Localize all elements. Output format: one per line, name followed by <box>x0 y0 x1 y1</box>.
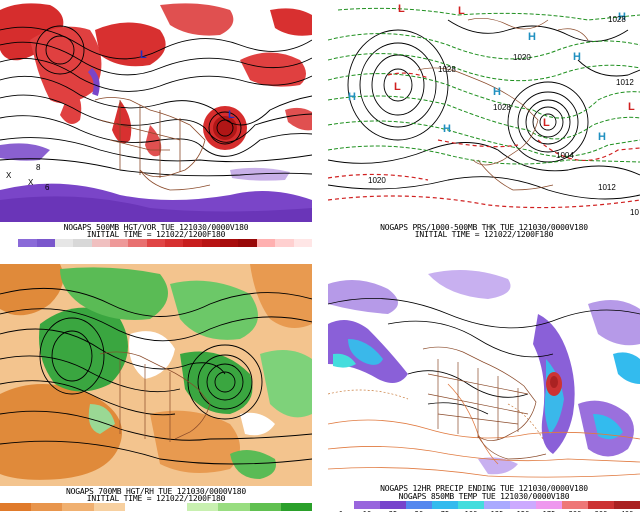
colorbar-swatch <box>155 503 188 511</box>
svg-text:H: H <box>443 123 451 135</box>
colorbar-swatch <box>510 501 536 509</box>
svg-text:L: L <box>543 117 550 129</box>
map-500mb-vorticity: L L X X 8 6 <box>0 0 312 222</box>
svg-text:L: L <box>228 109 235 121</box>
colorbar-swatch <box>55 239 74 247</box>
caption-line1: NOGAPS 500MB HGT/VOR TUE 121030/0000V180 <box>63 223 249 232</box>
colorbar-vorticity <box>0 239 312 247</box>
colorbar-swatch <box>183 239 202 247</box>
colorbar-swatch <box>293 239 312 247</box>
colorbar-tick-label: 150 <box>517 510 530 512</box>
svg-text:H: H <box>348 91 356 103</box>
colorbar-swatch <box>280 503 312 511</box>
colorbar-swatch <box>31 503 63 511</box>
svg-text:1020: 1020 <box>513 53 531 62</box>
colorbar-swatch <box>18 239 37 247</box>
colorbar-swatch <box>406 501 432 509</box>
colorbar-tick-label: 400 <box>621 510 634 512</box>
colorbar-tick-label: 200 <box>569 510 582 512</box>
caption-line2: INITIAL TIME = 121022/1200F180 <box>86 230 226 239</box>
caption-line2: NOGAPS 850MB TEMP TUE 121030/0000V180 <box>398 492 570 501</box>
caption-line2: INITIAL TIME = 121022/1200F180 <box>414 230 554 239</box>
svg-text:L: L <box>394 81 401 93</box>
svg-text:H: H <box>528 31 536 43</box>
colorbar-swatch <box>249 503 281 511</box>
svg-text:X: X <box>28 178 34 187</box>
svg-text:H: H <box>493 86 501 98</box>
colorbar-swatch <box>91 239 111 247</box>
colorbar-swatch <box>354 501 380 509</box>
map-pressure-thickness: L L L L L H H H H H H H 1028 1012 1020 1… <box>328 0 640 222</box>
svg-text:L: L <box>458 5 465 17</box>
svg-text:1004: 1004 <box>556 151 574 160</box>
svg-text:L: L <box>140 49 147 61</box>
colorbar-swatch <box>62 503 94 511</box>
caption-line1: NOGAPS PRS/1000-500MB THK TUE 121030/000… <box>380 223 588 232</box>
svg-text:H: H <box>618 11 626 23</box>
colorbar-swatch <box>0 503 32 511</box>
svg-text:1028: 1028 <box>493 103 511 112</box>
colorbar-swatch <box>36 239 56 247</box>
panel-700mb-hgt-rh: NOGAPS 700MB HGT/RH TUE 121030/0000V180 … <box>0 264 312 512</box>
panel-precip-850mb-temp: NOGAPS 12HR PRECIP ENDING TUE 121030/000… <box>328 264 640 512</box>
colorbar-swatch <box>256 239 276 247</box>
svg-text:1028: 1028 <box>438 65 456 74</box>
svg-text:L: L <box>398 3 405 15</box>
caption-line1: NOGAPS 700MB HGT/RH TUE 121030/0000V180 <box>65 487 247 496</box>
colorbar-tick-label: 25 <box>389 510 397 512</box>
svg-text:X: X <box>6 171 12 180</box>
map-700mb-humidity <box>0 264 312 486</box>
colorbar-swatch <box>93 503 125 511</box>
colorbar-swatch <box>0 239 19 247</box>
svg-text:1012: 1012 <box>598 183 616 192</box>
colorbar-swatch <box>432 501 458 509</box>
colorbar-swatch <box>165 239 184 247</box>
svg-text:6: 6 <box>45 183 50 192</box>
svg-text:1012: 1012 <box>616 78 634 87</box>
panel-pressure-thickness: L L L L L H H H H H H H 1028 1012 1020 1… <box>328 0 640 248</box>
colorbar-swatch <box>220 239 239 247</box>
colorbar-tick-label: 125 <box>491 510 504 512</box>
colorbar-ticks-precip: 1 10 25 50 75 100 125 150 175 200 300 400 <box>328 510 640 512</box>
colorbar-swatch <box>128 239 147 247</box>
colorbar-tick-label: 175 <box>543 510 556 512</box>
colorbar-tick-label: 100 <box>465 510 478 512</box>
colorbar-precip <box>328 501 640 509</box>
caption-line1: NOGAPS 12HR PRECIP ENDING TUE 121030/000… <box>380 484 588 493</box>
colorbar-swatch <box>536 501 562 509</box>
colorbar-swatch <box>458 501 484 509</box>
panel-500mb-hgt-vor: L L X X 8 6 NOGAPS 500MB HGT/VOR TUE 121… <box>0 0 312 248</box>
map-precip-temperature <box>328 264 640 486</box>
colorbar-swatch <box>73 239 92 247</box>
colorbar-tick-label: 1 <box>339 510 343 512</box>
colorbar-swatch <box>484 501 510 509</box>
svg-text:8: 8 <box>36 163 41 172</box>
colorbar-swatch <box>238 239 257 247</box>
colorbar-tick-label: 50 <box>415 510 423 512</box>
caption-line2: INITIAL TIME = 121022/1200F180 <box>86 494 226 503</box>
svg-text:H: H <box>598 131 606 143</box>
colorbar-swatch <box>201 239 221 247</box>
colorbar-swatch <box>328 501 354 509</box>
svg-text:L: L <box>628 101 635 113</box>
colorbar-swatch <box>124 503 156 511</box>
colorbar-tick-label: 10 <box>363 510 371 512</box>
colorbar-tick-label: 75 <box>441 510 449 512</box>
colorbar-swatch <box>562 501 588 509</box>
colorbar-tick-label: 300 <box>595 510 608 512</box>
colorbar-swatch <box>380 501 406 509</box>
colorbar-humidity <box>0 503 312 511</box>
svg-text:10: 10 <box>630 208 639 217</box>
svg-text:1028: 1028 <box>608 15 626 24</box>
colorbar-swatch <box>218 503 250 511</box>
colorbar-swatch <box>110 239 129 247</box>
colorbar-swatch <box>588 501 614 509</box>
colorbar-swatch <box>614 501 640 509</box>
colorbar-swatch <box>275 239 294 247</box>
colorbar-swatch <box>187 503 219 511</box>
colorbar-swatch <box>146 239 166 247</box>
svg-text:1020: 1020 <box>368 176 386 185</box>
svg-text:H: H <box>573 51 581 63</box>
